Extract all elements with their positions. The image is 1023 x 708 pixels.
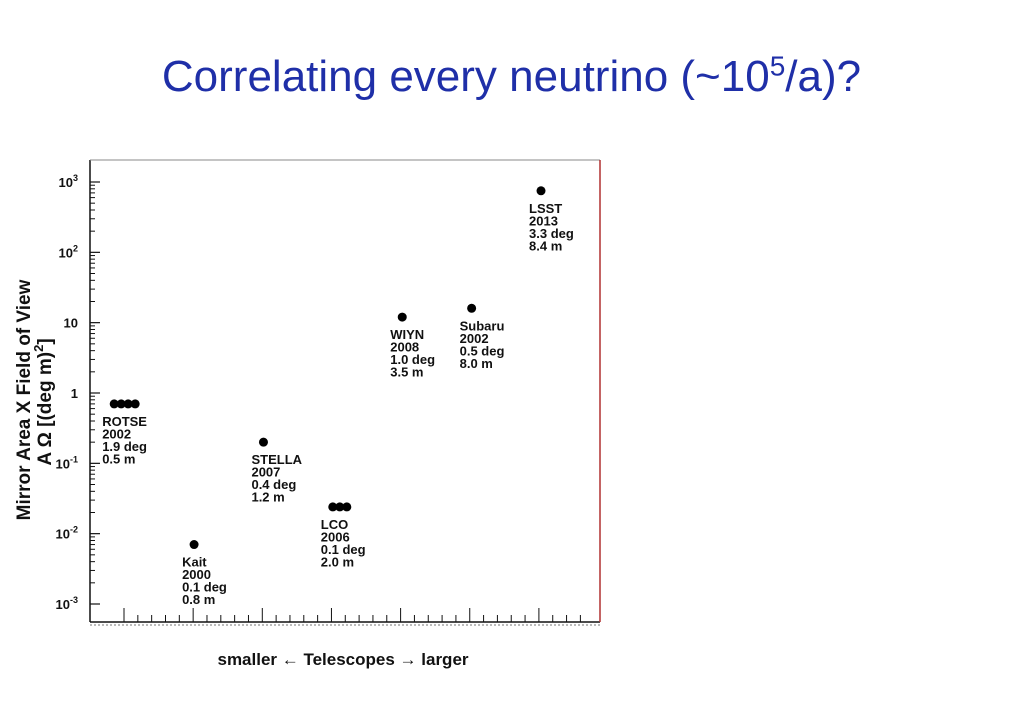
data-point — [397, 312, 407, 322]
x-axis-title: smaller ← Telescopes → larger — [217, 650, 468, 669]
point-label-fov: 1.0 deg — [390, 352, 435, 367]
title-main: Correlating every neutrino (~10 — [161, 52, 770, 101]
y-tick-exponent: -1 — [70, 454, 78, 464]
y-axis-title-end: ] — [35, 338, 56, 344]
y-tick-label: 10-3 — [56, 595, 78, 612]
y-tick-base: 10 — [59, 175, 73, 190]
point-label-name: LSST — [529, 201, 562, 216]
point-label-fov: 1.9 deg — [102, 439, 147, 454]
title-end: /a)? — [785, 52, 862, 101]
point-label-fov: 3.3 deg — [529, 226, 574, 241]
y-tick-base: 10 — [64, 316, 78, 331]
point-label-mirror: 8.0 m — [460, 356, 493, 371]
y-tick-base: 10 — [56, 597, 70, 612]
y-tick-exponent: -3 — [70, 595, 78, 605]
y-axis-title-line2: A Ω [(deg m)2] — [31, 338, 56, 465]
y-tick-label: 103 — [59, 173, 78, 190]
point-label-mirror: 1.2 m — [251, 490, 284, 505]
point-label-fov: 0.1 deg — [182, 580, 227, 595]
title-exponent: 5 — [769, 50, 786, 82]
point-label-name: STELLA — [251, 452, 302, 467]
data-point — [467, 303, 477, 313]
y-tick-base: 1 — [71, 386, 78, 401]
point-label-year: 2002 — [460, 331, 489, 346]
point-label-fov: 0.5 deg — [460, 343, 505, 358]
data-point — [116, 399, 126, 409]
point-label-mirror: 0.8 m — [182, 592, 215, 607]
point-label-fov: 0.4 deg — [251, 477, 296, 492]
point-label-name: LCO — [321, 517, 348, 532]
point-label-year: 2013 — [529, 213, 558, 228]
y-axis-title-line1: Mirror Area X Field of View — [14, 279, 35, 520]
data-point — [130, 399, 140, 409]
point-label-mirror: 3.5 m — [390, 365, 423, 380]
point-label-name: Kait — [182, 555, 207, 570]
y-axis-title-part: A Ω [(deg m) — [35, 352, 56, 466]
data-point — [189, 540, 199, 550]
point-label-year: 2007 — [251, 465, 280, 480]
point-label-year: 2006 — [321, 529, 350, 544]
y-tick-base: 10 — [59, 245, 73, 260]
point-label-mirror: 2.0 m — [321, 554, 354, 569]
slide-title: Correlating every neutrino (~105/a)? — [0, 52, 1023, 102]
data-point — [109, 399, 119, 409]
point-label-year: 2008 — [390, 340, 419, 355]
y-axis-title-sup: 2 — [31, 345, 46, 352]
data-point — [335, 502, 345, 512]
data-point — [342, 502, 352, 512]
y-tick-base: 10 — [56, 456, 70, 471]
point-label-name: Subaru — [460, 318, 505, 333]
y-tick-label: 10-1 — [56, 454, 78, 471]
point-label-name: ROTSE — [102, 414, 147, 429]
y-tick-label: 10 — [64, 316, 78, 331]
x-axis-ticks — [123, 608, 581, 622]
y-tick-base: 10 — [56, 527, 70, 542]
y-tick-exponent: -2 — [70, 525, 78, 535]
point-label-name: WIYN — [390, 327, 424, 342]
y-tick-exponent: 2 — [73, 243, 78, 253]
point-label-year: 2002 — [102, 426, 131, 441]
data-point — [123, 399, 133, 409]
point-label-mirror: 0.5 m — [102, 451, 135, 466]
y-tick-label: 1 — [71, 386, 78, 401]
point-label-year: 2000 — [182, 567, 211, 582]
y-tick-label: 102 — [59, 243, 78, 260]
y-tick-exponent: 3 — [73, 173, 78, 183]
y-tick-label: 10-2 — [56, 525, 78, 542]
point-label-mirror: 8.4 m — [529, 238, 562, 253]
data-point — [328, 502, 338, 512]
point-label-fov: 0.1 deg — [321, 542, 366, 557]
data-point — [258, 437, 268, 447]
data-point — [536, 186, 546, 196]
